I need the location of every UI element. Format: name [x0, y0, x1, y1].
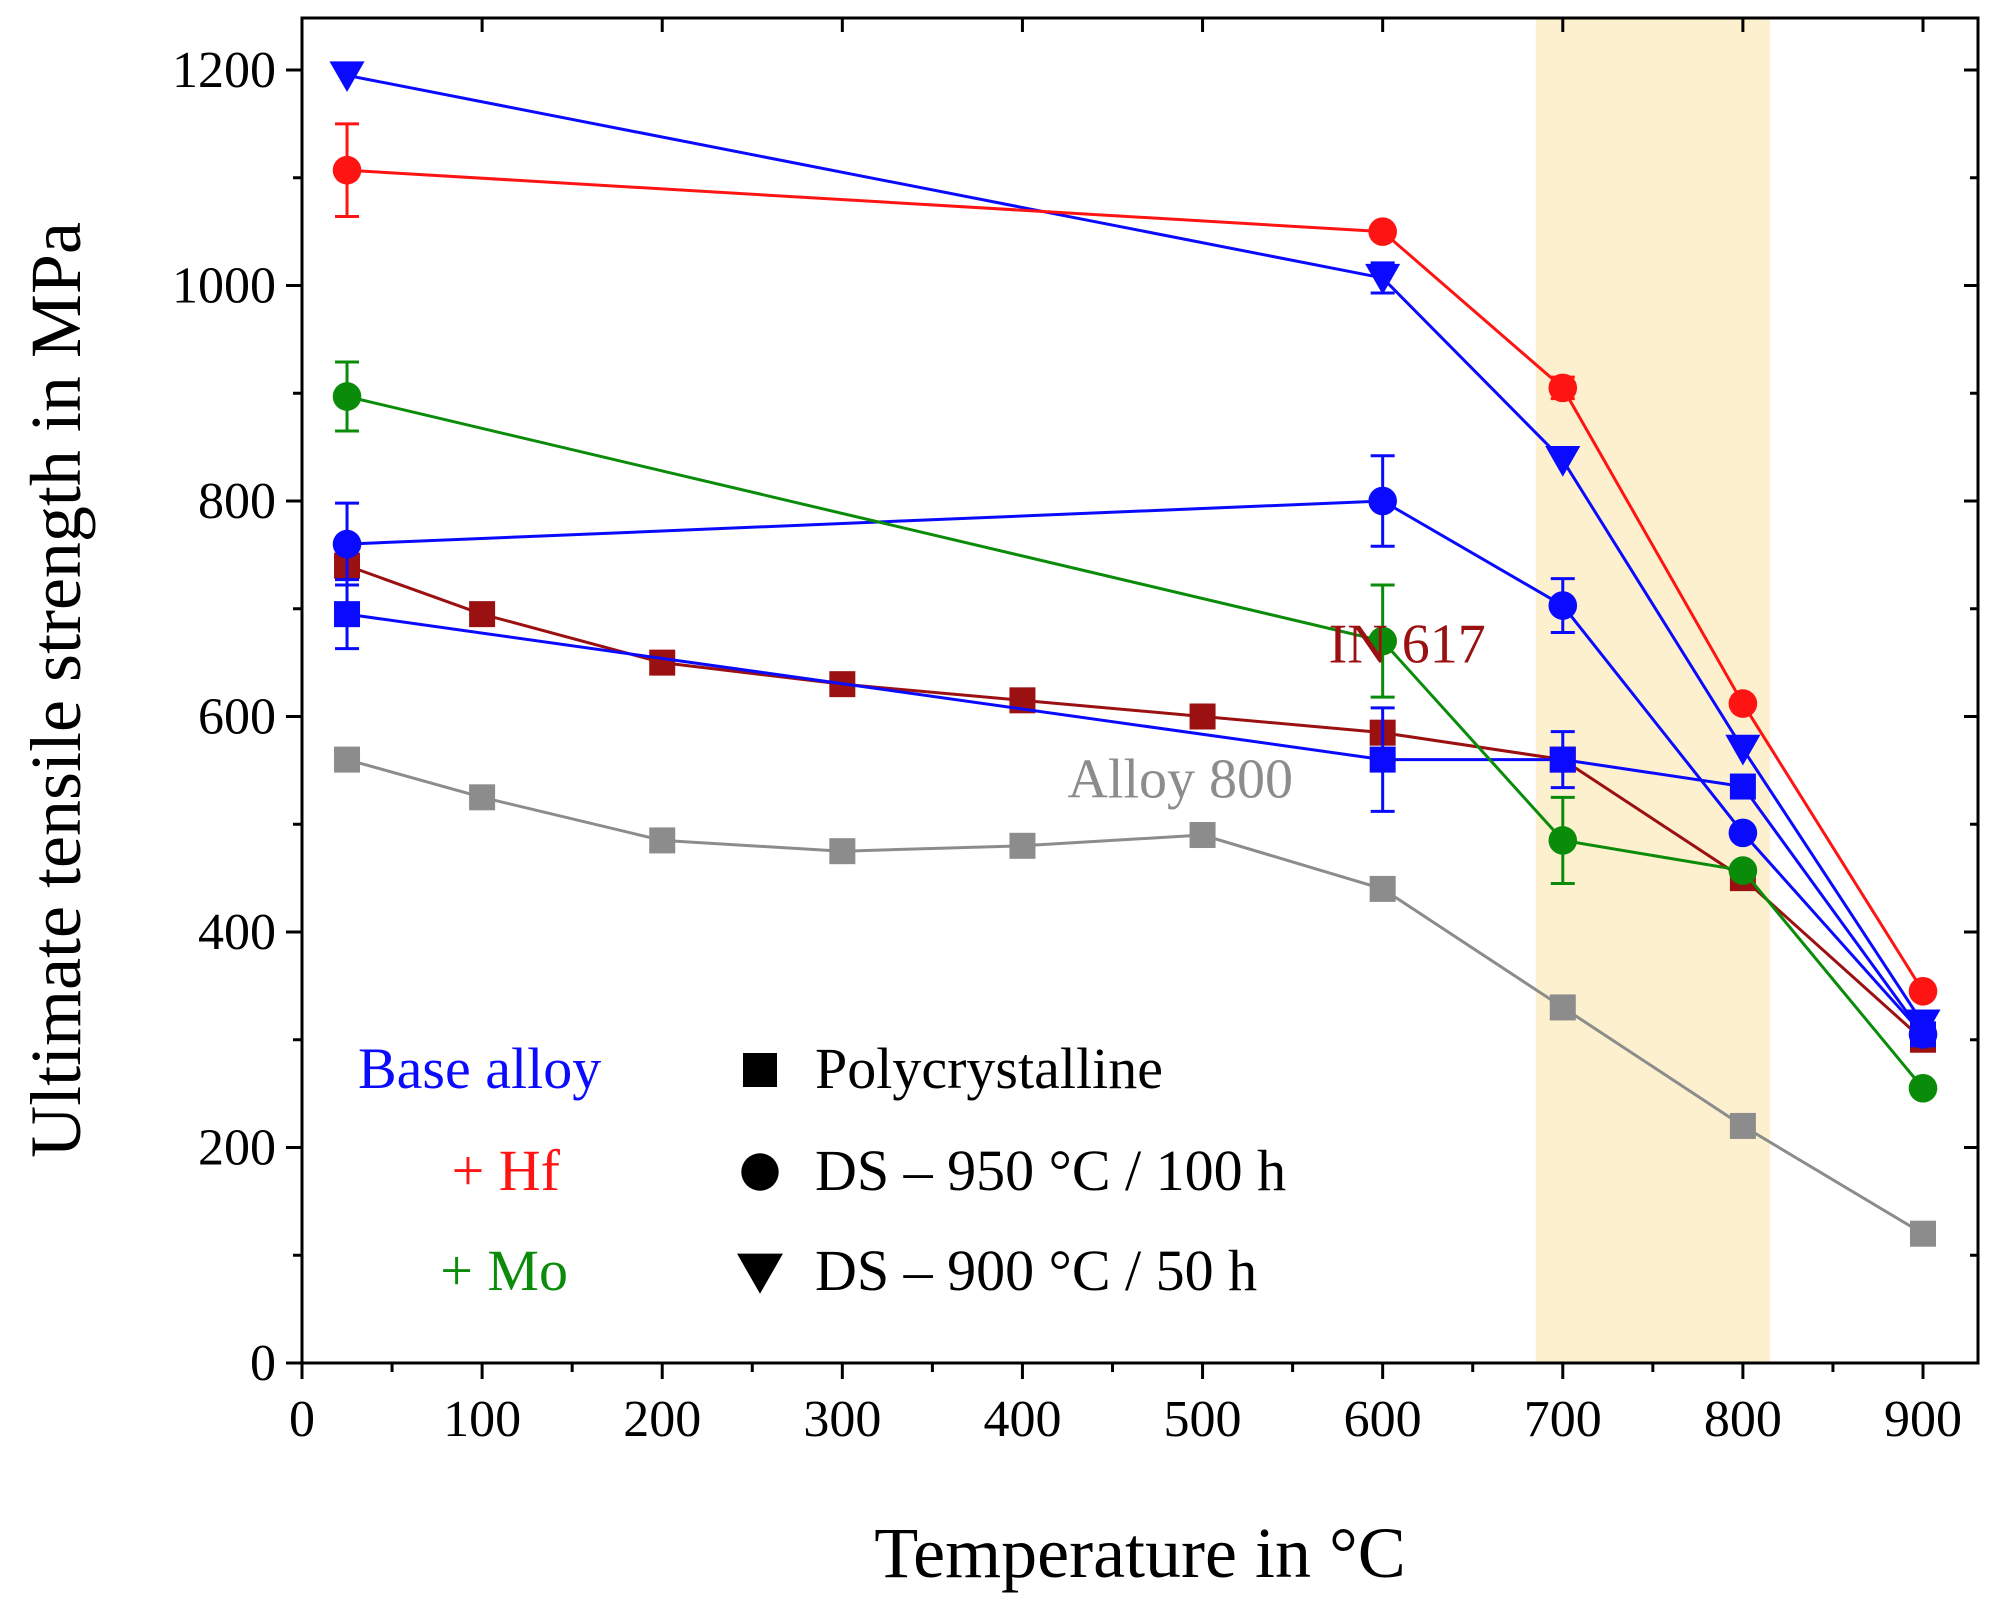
x-axis-label: Temperature in °C	[874, 1513, 1406, 1593]
x-tick-label: 400	[983, 1391, 1061, 1448]
data-point	[829, 838, 856, 865]
data-point	[1908, 976, 1938, 1006]
annotation-0: IN 617	[1329, 614, 1486, 676]
legend-marker-circle	[741, 1153, 779, 1191]
data-point	[1009, 832, 1036, 859]
data-point	[1548, 826, 1578, 855]
legend-marker-label-2: DS – 900 °C / 50 h	[815, 1238, 1257, 1303]
data-point	[1548, 373, 1578, 403]
series-3	[332, 454, 1938, 1049]
annotation-1: Alloy 800	[1067, 748, 1293, 810]
data-point	[1189, 822, 1216, 849]
x-tick-label: 100	[443, 1391, 521, 1448]
data-point	[1728, 818, 1758, 848]
series-line	[346, 758, 1924, 1235]
data-point	[332, 155, 362, 185]
y-tick-label: 1200	[172, 42, 276, 99]
x-tick-label: 500	[1164, 1391, 1242, 1448]
data-point	[334, 746, 361, 773]
plot-frame	[300, 16, 1980, 1365]
data-point	[649, 827, 676, 854]
y-tick-label: 800	[198, 473, 276, 530]
data-point	[1549, 746, 1576, 773]
data-point	[1728, 689, 1758, 718]
data-point	[334, 601, 361, 628]
y-tick-label: 400	[198, 904, 276, 961]
data-point	[1549, 994, 1576, 1021]
y-tick-label: 200	[198, 1120, 276, 1177]
legend-marker-label-0: Polycrystalline	[815, 1036, 1163, 1101]
data-point	[1365, 263, 1401, 295]
data-point	[1545, 446, 1581, 477]
series-6	[332, 360, 1938, 1103]
y-tick-label: 0	[250, 1335, 276, 1392]
x-tick-label: 0	[289, 1391, 315, 1448]
data-point	[1369, 875, 1396, 902]
legend-alloy-1: + Hf	[452, 1138, 561, 1203]
x-tick-label: 700	[1524, 1391, 1602, 1448]
legend-marker-triangle-down	[737, 1253, 783, 1294]
data-point	[469, 784, 496, 811]
data-point	[1728, 856, 1758, 885]
series-5	[332, 122, 1938, 1006]
data-point	[1368, 626, 1397, 656]
data-point	[332, 529, 362, 559]
legend-alloy-0: Base alloy	[358, 1036, 601, 1101]
data-point	[1368, 217, 1397, 246]
series-0	[334, 746, 1936, 1247]
y-tick-label: 1000	[172, 258, 276, 315]
text-layer: 0 100 200 300 400 500 600 700 800 900 0 200 400 600 80…	[16, 42, 1962, 1593]
data-point	[329, 61, 365, 93]
data-point	[1548, 591, 1578, 620]
x-tick-label: 800	[1704, 1391, 1782, 1448]
legend-marker-square	[743, 1053, 777, 1087]
data-point	[1729, 773, 1756, 800]
legend-alloy-2: + Mo	[440, 1238, 568, 1303]
data-point	[332, 382, 362, 411]
data-point	[1369, 746, 1396, 773]
x-tick-label: 300	[803, 1391, 881, 1448]
frame-layer	[300, 16, 1980, 1365]
legend-marker-label-1: DS – 950 °C / 100 h	[815, 1138, 1286, 1203]
data-point	[1725, 734, 1761, 766]
data-point	[1908, 1073, 1938, 1103]
data-point	[469, 601, 496, 628]
data-point	[1910, 1220, 1936, 1247]
x-tick-label: 600	[1344, 1391, 1422, 1448]
y-axis-label: Ultimate tensile strength in MPa	[16, 222, 96, 1158]
data-point	[1905, 1009, 1941, 1041]
x-tick-label: 900	[1884, 1391, 1962, 1448]
series-layer	[329, 61, 1941, 1247]
series-line	[346, 564, 1925, 1041]
y-tick-label: 600	[198, 689, 276, 746]
x-tick-label: 200	[623, 1391, 701, 1448]
data-point	[649, 649, 676, 676]
data-point	[1189, 703, 1216, 730]
data-point	[1368, 486, 1397, 516]
data-point	[1729, 1112, 1756, 1139]
